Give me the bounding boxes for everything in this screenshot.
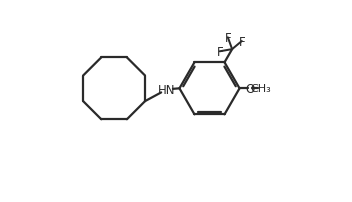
Text: F: F	[238, 35, 245, 48]
Text: O: O	[245, 82, 255, 95]
Text: F: F	[225, 32, 231, 45]
Text: HN: HN	[158, 83, 176, 96]
Text: CH₃: CH₃	[251, 84, 271, 94]
Text: F: F	[216, 46, 223, 59]
